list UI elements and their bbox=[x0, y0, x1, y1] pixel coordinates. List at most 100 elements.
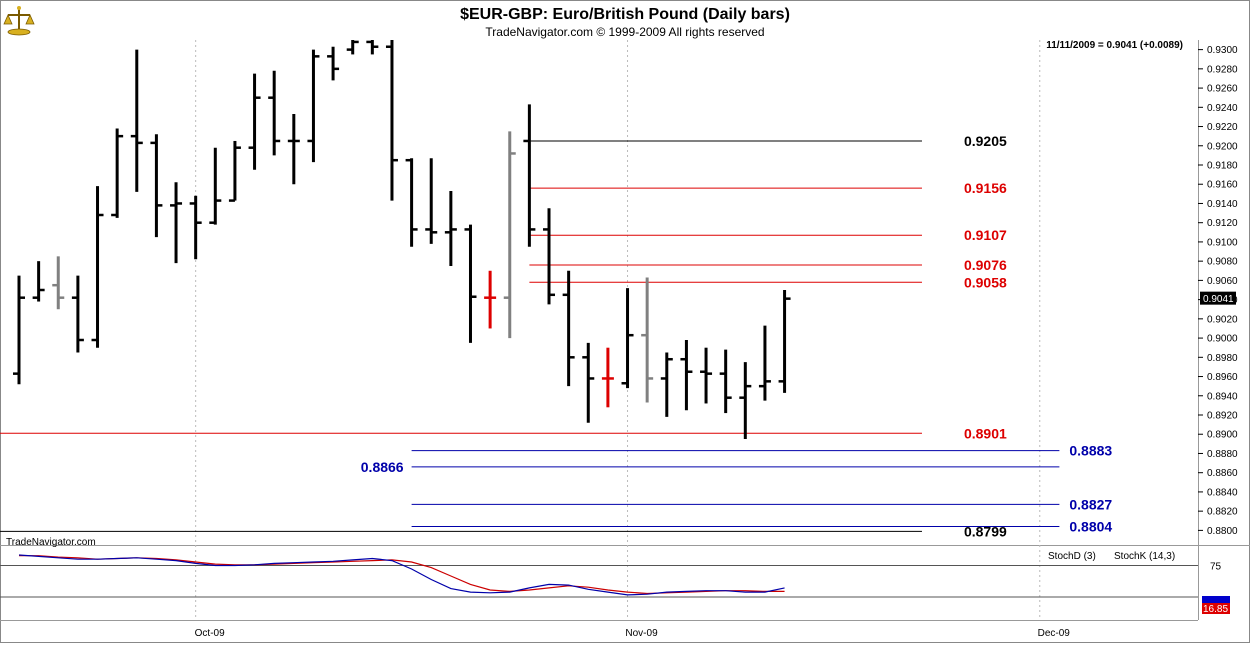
ohlc-bar bbox=[425, 158, 438, 244]
y-tick-label: 0.9280 bbox=[1207, 64, 1238, 75]
level-label: 0.9156 bbox=[964, 180, 1007, 196]
ohlc-bar bbox=[680, 340, 693, 411]
level-label: 0.8866 bbox=[361, 459, 404, 475]
ohlc-bar bbox=[444, 190, 457, 266]
ohlc-bar bbox=[248, 73, 261, 170]
y-tick-label: 0.8860 bbox=[1207, 468, 1238, 479]
ohlc-bar bbox=[719, 349, 732, 414]
y-tick-label: 0.9000 bbox=[1207, 334, 1238, 345]
ohlc-bar bbox=[660, 352, 673, 417]
current-price-box bbox=[1200, 291, 1236, 305]
y-tick-label: 0.9220 bbox=[1207, 122, 1238, 133]
ohlc-bar bbox=[523, 104, 536, 247]
level-label: 0.8901 bbox=[964, 425, 1007, 441]
y-tick-label: 0.8800 bbox=[1207, 526, 1238, 537]
legend-stoch-k: StochK (14,3) bbox=[1114, 551, 1175, 562]
ohlc-bar bbox=[111, 128, 124, 218]
ohlc-bar bbox=[385, 40, 398, 201]
ohlc-bar bbox=[228, 140, 241, 202]
ohlc-bar bbox=[32, 261, 45, 302]
y-tick-label: 0.9080 bbox=[1207, 257, 1238, 268]
y-tick-label: 0.9240 bbox=[1207, 103, 1238, 114]
ohlc-bar bbox=[209, 147, 222, 225]
ohlc-bar bbox=[758, 325, 771, 401]
ohlc-bar bbox=[91, 186, 104, 348]
stoch-tick-label: 75 bbox=[1210, 562, 1222, 573]
level-label: 0.8827 bbox=[1069, 496, 1112, 512]
price-axis: 0.9300 0.9280 0.9260 0.9240 0.9220 0.9200 0.91… bbox=[1198, 45, 1238, 537]
watermark: TradeNavigator.com bbox=[6, 537, 96, 548]
current-price-label: 0.9041 bbox=[1203, 294, 1234, 305]
y-tick-label: 0.8880 bbox=[1207, 449, 1238, 460]
stoch-d-marker bbox=[1202, 603, 1230, 614]
y-tick-label: 0.8820 bbox=[1207, 507, 1238, 518]
y-tick-label: 0.9180 bbox=[1207, 161, 1238, 172]
y-tick-label: 0.9100 bbox=[1207, 237, 1238, 248]
ohlc-bar bbox=[778, 290, 791, 393]
ohlc-bar bbox=[346, 40, 359, 55]
ohlc-bar bbox=[582, 342, 595, 423]
stoch-k-marker bbox=[1202, 596, 1230, 603]
x-tick-label: Nov-09 bbox=[625, 628, 658, 639]
time-axis: Oct-09 Nov-09 Dec-09 bbox=[195, 628, 1071, 639]
ohlc-bar bbox=[543, 208, 556, 305]
y-tick-label: 0.8960 bbox=[1207, 372, 1238, 383]
level-label: 0.9107 bbox=[964, 227, 1007, 243]
y-tick-label: 0.8920 bbox=[1207, 411, 1238, 422]
y-tick-label: 0.8940 bbox=[1207, 391, 1238, 402]
ohlc-bar bbox=[52, 256, 65, 310]
ohlc-bar bbox=[130, 49, 143, 192]
level-label: 0.9205 bbox=[964, 133, 1007, 149]
y-tick-label: 0.8980 bbox=[1207, 353, 1238, 364]
ohlc-bar bbox=[189, 195, 202, 260]
level-label: 0.8799 bbox=[964, 523, 1007, 539]
ohlc-bar bbox=[170, 182, 183, 264]
level-label: 0.8804 bbox=[1069, 519, 1112, 535]
ohlc-bar bbox=[327, 46, 340, 81]
ohlc-bar bbox=[503, 131, 516, 339]
ohlc-bar bbox=[621, 288, 634, 389]
level-label: 0.9076 bbox=[964, 257, 1007, 273]
chart-title: $EUR-GBP: Euro/British Pound (Daily bars… bbox=[460, 6, 790, 23]
level-label: 0.9058 bbox=[964, 274, 1007, 290]
stochastic-panel: 75 StochD (3) StochK (14,3) 16.85 bbox=[0, 551, 1230, 615]
ohlc-bar bbox=[71, 275, 84, 353]
ohlc-bar bbox=[601, 347, 614, 408]
x-tick-label: Oct-09 bbox=[195, 628, 225, 639]
y-tick-label: 0.9020 bbox=[1207, 314, 1238, 325]
ohlc-bar bbox=[287, 114, 300, 185]
ohlc-bar bbox=[484, 270, 497, 329]
ohlc-bar bbox=[150, 134, 163, 238]
legend-stoch-d: StochD (3) bbox=[1048, 551, 1096, 562]
ohlc-bar bbox=[268, 70, 281, 156]
y-tick-label: 0.9200 bbox=[1207, 141, 1238, 152]
level-label: 0.8883 bbox=[1069, 443, 1112, 459]
ohlc-bar bbox=[307, 49, 320, 163]
copyright-text: TradeNavigator.com © 1999-2009 All right… bbox=[485, 25, 764, 39]
stoch-current-value: 16.85 bbox=[1203, 604, 1228, 615]
ohlc-bar bbox=[739, 362, 752, 440]
y-tick-label: 0.9060 bbox=[1207, 276, 1238, 287]
y-tick-label: 0.9120 bbox=[1207, 218, 1238, 229]
y-tick-label: 0.8900 bbox=[1207, 430, 1238, 441]
bar-layer bbox=[13, 40, 791, 440]
ohlc-bar bbox=[366, 40, 379, 55]
y-tick-label: 0.9160 bbox=[1207, 180, 1238, 191]
y-tick-label: 0.9140 bbox=[1207, 199, 1238, 210]
ohlc-bar bbox=[641, 277, 654, 403]
y-tick-label: 0.9300 bbox=[1207, 45, 1238, 56]
ohlc-bar bbox=[464, 224, 477, 343]
ohlc-bar bbox=[700, 347, 713, 404]
balance-scale-icon bbox=[3, 6, 35, 36]
ohlc-bar bbox=[405, 158, 418, 247]
last-quote: 11/11/2009 = 0.9041 (+0.0089) bbox=[1046, 40, 1183, 51]
stoch-k-line bbox=[18, 554, 785, 596]
ohlc-bar bbox=[13, 275, 25, 385]
y-tick-label: 0.8840 bbox=[1207, 487, 1238, 498]
ohlc-bar bbox=[562, 270, 575, 387]
x-tick-label: Dec-09 bbox=[1038, 628, 1071, 639]
